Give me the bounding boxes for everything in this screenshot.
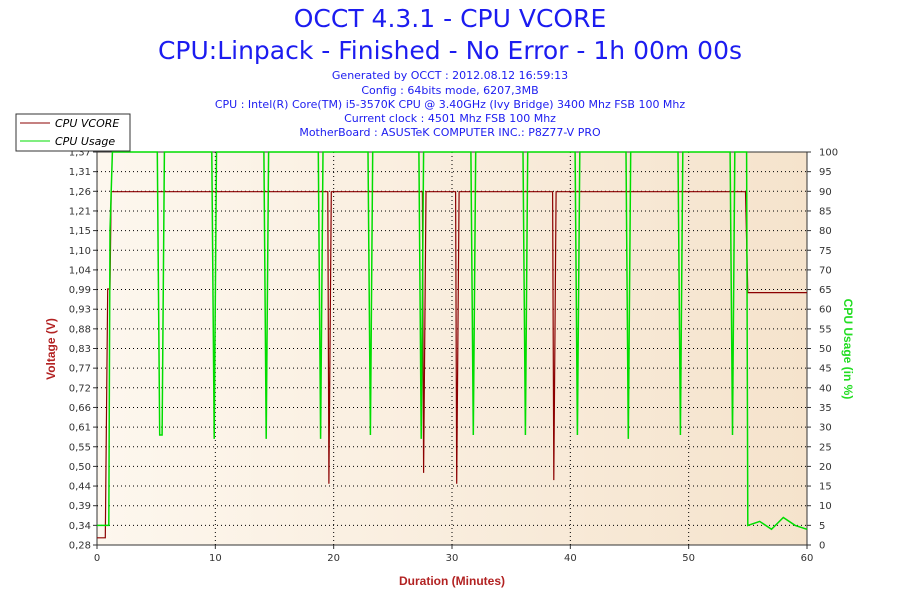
y2-tick-label-12: 60 xyxy=(819,305,832,316)
y-tick-label-1: 0,34 xyxy=(69,521,91,532)
y2-tick-label-14: 70 xyxy=(819,265,832,276)
y-tick-label-15: 1,10 xyxy=(69,246,91,257)
y-tick-label-10: 0,83 xyxy=(69,344,91,355)
x-tick-label-3: 30 xyxy=(446,553,459,564)
y2-tick-label-3: 15 xyxy=(819,482,832,493)
y-tick-label-0: 0,28 xyxy=(69,541,91,552)
y2-tick-label-2: 10 xyxy=(819,501,832,512)
x-tick-label-5: 50 xyxy=(682,553,695,564)
x-tick-label-6: 60 xyxy=(801,553,814,564)
y2-tick-label-17: 85 xyxy=(819,206,832,217)
y-tick-label-19: 1,31 xyxy=(69,167,91,178)
info-generated: Generated by OCCT : 2012.08.12 16:59:13 xyxy=(331,69,569,82)
series-group xyxy=(97,151,808,539)
y2-tick-label-8: 40 xyxy=(819,383,832,394)
y2-tick-label-1: 5 xyxy=(819,521,825,532)
y-tick-label-18: 1,26 xyxy=(69,187,91,198)
y2-axis-label: CPU Usage (in %) xyxy=(841,299,855,400)
y-tick-label-16: 1,15 xyxy=(69,226,91,237)
y2-tick-label-11: 55 xyxy=(819,324,832,335)
y-tick-label-2: 0,39 xyxy=(69,501,91,512)
y2-tick-label-0: 0 xyxy=(819,541,825,552)
legend-label-vcore: CPU VCORE xyxy=(55,117,119,130)
x-tick-label-1: 10 xyxy=(209,553,222,564)
x-tick-label-0: 0 xyxy=(94,553,100,564)
y2-tick-label-7: 35 xyxy=(819,403,832,414)
legend-box xyxy=(15,113,131,152)
y-tick-label-13: 0,99 xyxy=(69,285,91,296)
y2-tick-label-20: 100 xyxy=(819,148,838,159)
legend: CPU VCORE CPU Usage xyxy=(15,113,131,152)
y2-tick-label-10: 50 xyxy=(819,344,832,355)
y2-tick-label-16: 80 xyxy=(819,226,832,237)
y2-tick-label-18: 90 xyxy=(819,187,832,198)
x-axis-label: Duration (Minutes) xyxy=(399,574,505,588)
y2-tick-label-13: 65 xyxy=(819,285,832,296)
y2-tick-label-9: 45 xyxy=(819,364,832,375)
y2-tick-label-19: 95 xyxy=(819,167,832,178)
y-tick-label-9: 0,77 xyxy=(69,364,91,375)
y2-tick-label-15: 75 xyxy=(819,246,832,257)
y-tick-label-3: 0,44 xyxy=(69,482,91,493)
y-tick-label-12: 0,93 xyxy=(69,305,91,316)
y-tick-label-4: 0,50 xyxy=(69,462,91,473)
info-motherboard: MotherBoard : ASUSTeK COMPUTER INC.: P8Z… xyxy=(299,126,601,139)
y-tick-label-8: 0,72 xyxy=(69,383,91,394)
info-cpu: CPU : Intel(R) Core(TM) i5-3570K CPU @ 3… xyxy=(214,98,686,111)
y-tick-label-17: 1,21 xyxy=(69,206,91,217)
x-tick-label-2: 20 xyxy=(327,553,340,564)
y-tick-label-20: 1,37 xyxy=(69,148,91,159)
y-tick-label-7: 0,66 xyxy=(69,403,91,414)
y-tick-label-6: 0,61 xyxy=(69,423,91,434)
x-tick-label-4: 40 xyxy=(564,553,577,564)
info-config: Config : 64bits mode, 6207,3MB xyxy=(361,84,539,97)
y-tick-label-11: 0,88 xyxy=(69,324,91,335)
legend-label-usage: CPU Usage xyxy=(55,135,115,148)
info-clock: Current clock : 4501 Mhz FSB 100 Mhz xyxy=(344,112,556,125)
y-tick-label-5: 0,55 xyxy=(69,442,91,453)
series-line-cpu-usage xyxy=(97,151,808,531)
y-axis-label: Voltage (V) xyxy=(44,318,58,380)
ticks-group: 0 10 20 30 40 50 600,280,340,390,440,500,550,6… xyxy=(69,148,838,565)
y2-tick-label-6: 30 xyxy=(819,423,832,434)
chart-title: OCCT 4.3.1 - CPU VCORE xyxy=(293,4,607,33)
y2-tick-label-4: 20 xyxy=(819,462,832,473)
chart-subtitle: CPU:Linpack - Finished - No Error - 1h 0… xyxy=(157,36,743,65)
y-tick-label-14: 1,04 xyxy=(69,265,91,276)
y2-tick-label-5: 25 xyxy=(819,442,832,453)
